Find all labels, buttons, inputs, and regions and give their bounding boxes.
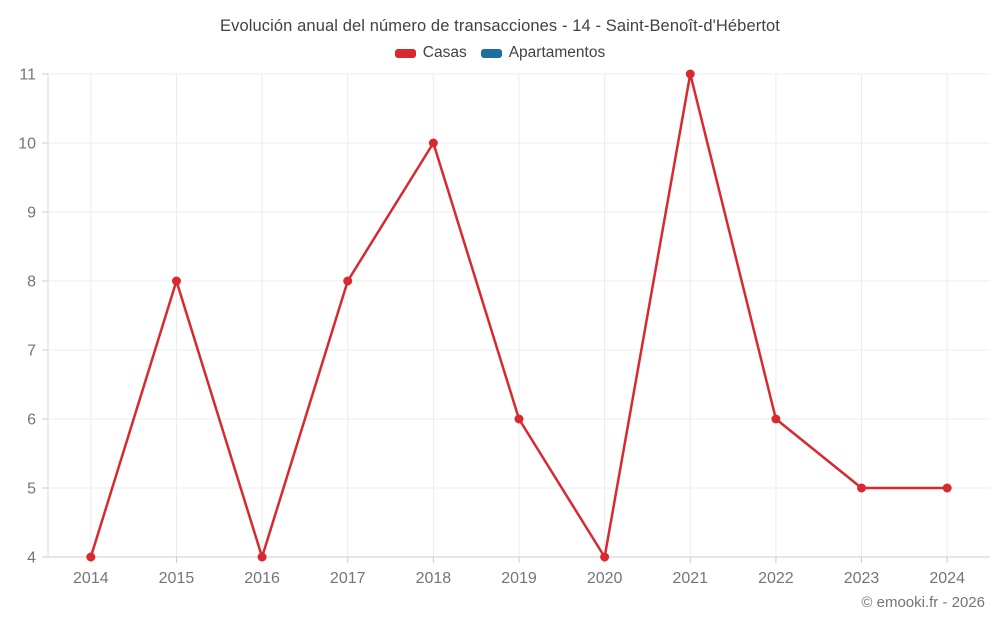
data-point[interactable] <box>171 276 181 286</box>
x-tick-label: 2020 <box>587 570 623 587</box>
x-tick-label: 2022 <box>758 570 794 587</box>
data-point[interactable] <box>685 69 695 79</box>
x-tick-label: 2019 <box>501 570 537 587</box>
x-tick-label: 2018 <box>416 570 452 587</box>
data-point[interactable] <box>343 276 353 286</box>
y-tick-label: 6 <box>27 412 36 429</box>
legend-swatch-casas-icon <box>394 48 416 58</box>
y-tick-label: 4 <box>27 550 36 567</box>
data-point[interactable] <box>600 552 610 562</box>
x-tick-label: 2024 <box>929 570 965 587</box>
x-tick-label: 2017 <box>330 570 366 587</box>
y-tick-label: 9 <box>27 205 36 222</box>
chart-title: Evolución anual del número de transaccio… <box>220 17 780 35</box>
x-tick-label: 2015 <box>159 570 195 587</box>
data-point[interactable] <box>86 552 96 562</box>
y-tick-label: 11 <box>19 67 36 84</box>
data-point[interactable] <box>857 483 867 493</box>
copyright-text: © emooki.fr - 2026 <box>861 594 985 611</box>
y-tick-label: 10 <box>18 136 36 153</box>
data-point[interactable] <box>514 414 524 424</box>
y-tick-label: 5 <box>27 481 36 498</box>
x-tick-label: 2016 <box>244 570 280 587</box>
legend-swatch-apartamentos-icon <box>480 48 502 58</box>
data-point[interactable] <box>257 552 267 562</box>
data-point[interactable] <box>428 138 438 148</box>
x-tick-label: 2023 <box>844 570 880 587</box>
legend-item-casas[interactable]: Casas <box>394 44 467 62</box>
legend-item-apartamentos[interactable]: Apartamentos <box>480 44 606 62</box>
data-point[interactable] <box>942 483 952 493</box>
data-point[interactable] <box>771 414 781 424</box>
x-tick-label: 2021 <box>672 570 708 587</box>
y-tick-label: 7 <box>27 343 36 360</box>
chart-legend: Casas Apartamentos <box>0 44 1000 62</box>
x-tick-label: 2014 <box>73 570 109 587</box>
legend-label-apartamentos: Apartamentos <box>508 44 606 61</box>
legend-label-casas: Casas <box>422 44 467 61</box>
y-tick-label: 8 <box>27 274 36 291</box>
